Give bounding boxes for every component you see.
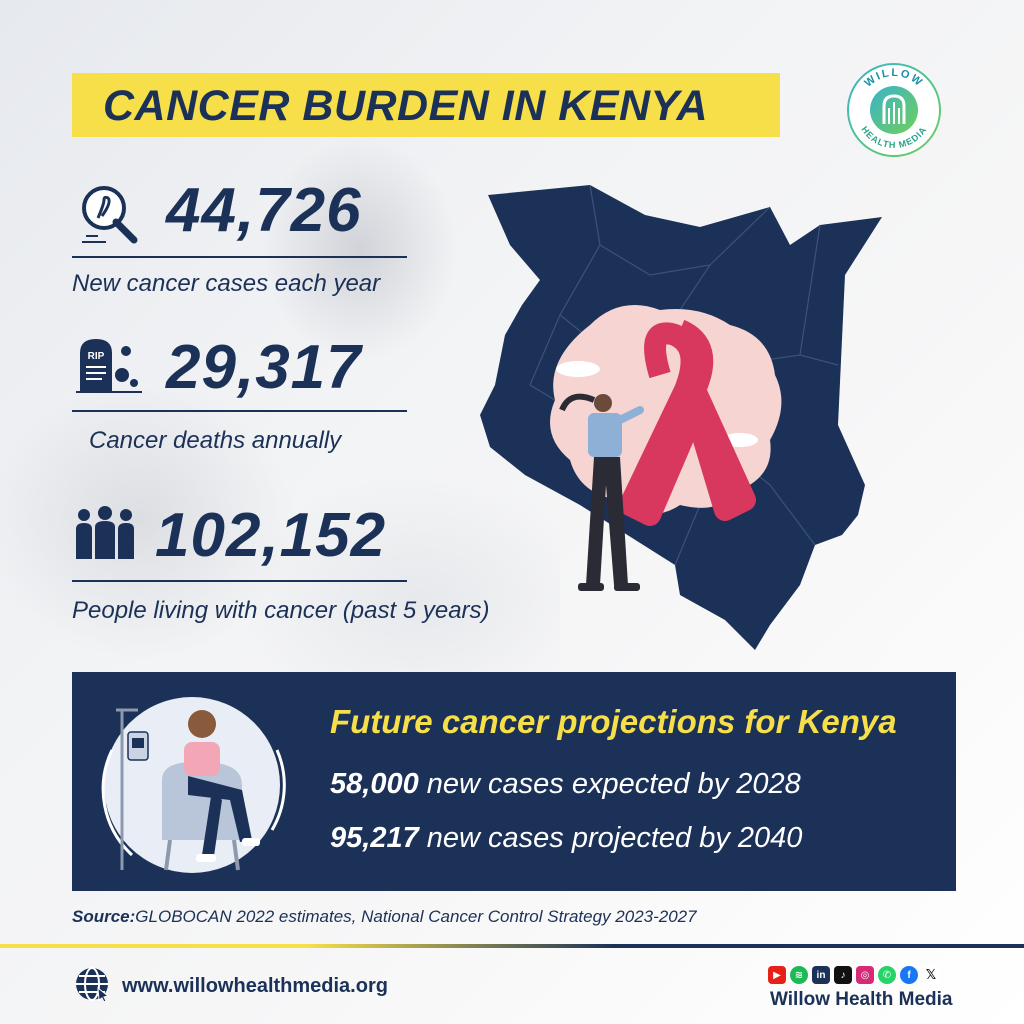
- brand-name: Willow Health Media: [770, 989, 953, 1010]
- source-citation: Source:GLOBOCAN 2022 estimates, National…: [72, 907, 697, 927]
- svg-text:RIP: RIP: [88, 351, 105, 362]
- stat-label-living: People living with cancer (past 5 years): [72, 597, 490, 624]
- instagram-icon[interactable]: ◎: [856, 966, 874, 984]
- stat-value-deaths: 29,317: [166, 333, 362, 402]
- people-group-icon: [76, 506, 134, 559]
- stat-label-deaths: Cancer deaths annually: [89, 427, 342, 454]
- linkedin-icon[interactable]: in: [812, 966, 830, 984]
- projection-line-2028: 58,000 new cases expected by 2028: [330, 768, 801, 801]
- social-icons: ▶ ≋ in ♪ ◎ ✆ f 𝕏: [768, 966, 940, 986]
- youtube-icon[interactable]: ▶: [768, 966, 786, 984]
- source-label: Source:: [72, 907, 136, 926]
- projections-title: Future cancer projections for Kenya: [330, 703, 897, 740]
- tiktok-icon[interactable]: ♪: [834, 966, 852, 984]
- stat-label-new-cases: New cancer cases each year: [72, 270, 381, 297]
- rip-tombstone-icon: RIP: [76, 339, 142, 393]
- title-banner: [72, 73, 780, 137]
- spotify-icon[interactable]: ≋: [790, 966, 808, 984]
- stat-divider: [72, 410, 407, 412]
- kenya-map-illustration: [480, 185, 882, 650]
- projection-text-2040: new cases projected by 2040: [418, 822, 803, 854]
- stat-value-living: 102,152: [155, 501, 387, 570]
- cancer-search-icon: [82, 186, 138, 244]
- projection-line-2040: 95,217 new cases projected by 2040: [330, 822, 802, 855]
- stat-divider: [72, 580, 407, 582]
- projection-value-2028: 58,000: [330, 768, 419, 800]
- stat-value-new-cases: 44,726: [166, 176, 362, 245]
- projection-text-2028: new cases expected by 2028: [418, 768, 801, 800]
- patient-illustration: [101, 697, 286, 873]
- page-title: CANCER BURDEN IN KENYA: [103, 82, 709, 130]
- website-link[interactable]: www.willowhealthmedia.org: [122, 975, 388, 997]
- whatsapp-icon[interactable]: ✆: [878, 966, 896, 984]
- facebook-icon[interactable]: f: [900, 966, 918, 984]
- globe-icon: [76, 967, 110, 1002]
- footer-divider: [0, 944, 1024, 948]
- projection-value-2040: 95,217: [330, 822, 419, 854]
- x-icon[interactable]: 𝕏: [922, 966, 940, 984]
- stat-divider: [72, 256, 407, 258]
- source-text: GLOBOCAN 2022 estimates, National Cancer…: [135, 907, 697, 926]
- willow-logo: WILLOW HEALTH MEDIA: [847, 63, 941, 157]
